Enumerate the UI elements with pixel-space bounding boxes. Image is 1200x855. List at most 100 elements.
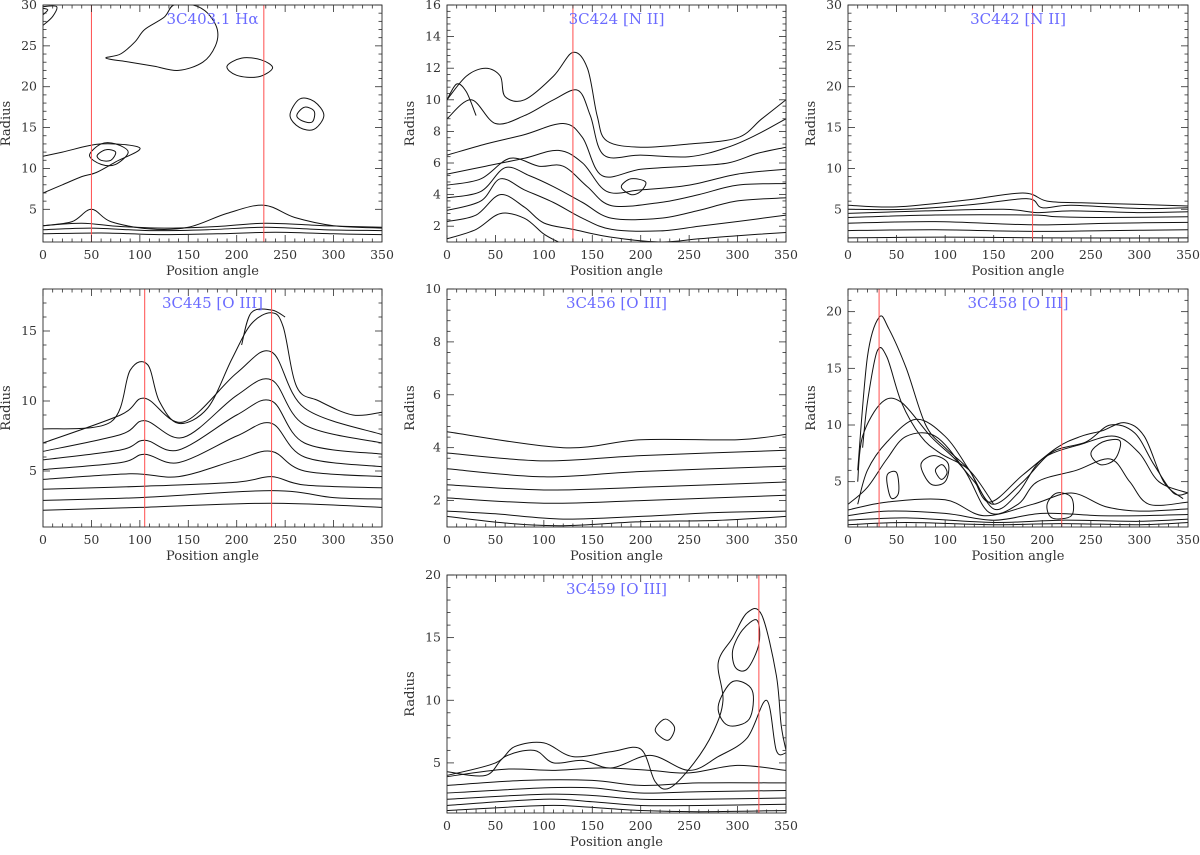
contour-line <box>731 619 761 672</box>
x-tick-label: 50 <box>487 532 503 547</box>
contour-line <box>654 718 676 741</box>
y-tick-label: 15 <box>21 120 37 135</box>
y-tick-label: 20 <box>425 567 441 582</box>
x-tick-label: 0 <box>39 247 47 262</box>
y-tick-label: 20 <box>826 79 842 94</box>
contour-line <box>447 51 786 148</box>
contour-line <box>447 510 786 520</box>
y-tick-label: 15 <box>21 323 37 338</box>
contour-line <box>848 192 1188 208</box>
contour-line <box>447 494 786 504</box>
x-tick-label: 50 <box>83 247 99 262</box>
x-tick-label: 0 <box>443 532 451 547</box>
x-tick-label: 100 <box>532 818 556 833</box>
x-tick-label: 0 <box>39 532 47 547</box>
contour-line <box>43 378 382 452</box>
contour-line <box>43 450 382 480</box>
contour-line <box>447 481 786 491</box>
panel-3c403-1: 0 50 100 150 200 250 300 350 5 10 15 20 25 30 Position… <box>0 0 394 279</box>
x-tick-label: 350 <box>1176 532 1200 547</box>
x-tick-label: 0 <box>443 818 451 833</box>
y-axis-title: Radius <box>804 385 819 430</box>
contour-group <box>848 289 1188 527</box>
contour-group <box>43 5 382 242</box>
contour-line <box>447 515 786 527</box>
contour-line <box>447 465 786 478</box>
y-tick-label: 5 <box>433 755 441 770</box>
y-tick-label: 10 <box>425 692 441 707</box>
y-tick-label: 30 <box>21 0 37 12</box>
x-tick-label: 350 <box>774 532 798 547</box>
panel-3c459: 0 50 100 150 200 250 300 350 5 10 15 20 Position ang… <box>403 567 798 850</box>
y-tick-label: 5 <box>834 201 842 216</box>
y-tick-label: 10 <box>826 160 842 175</box>
x-tick-label: 250 <box>677 532 701 547</box>
x-tick-label: 300 <box>726 247 750 262</box>
x-tick-label: 250 <box>677 818 701 833</box>
contour-line <box>848 492 1188 517</box>
contour-line <box>43 350 382 444</box>
y-tick-label: 10 <box>425 281 441 296</box>
y-tick-label: 15 <box>425 630 441 645</box>
contour-line <box>447 779 786 786</box>
plot-frame <box>42 4 383 243</box>
contour-line <box>43 422 382 471</box>
contour-line <box>620 178 647 196</box>
contour-line <box>289 97 325 131</box>
x-tick-label: 300 <box>1127 532 1151 547</box>
contour-line <box>447 793 786 801</box>
y-tick-label: 10 <box>425 92 441 107</box>
x-tick-label: 50 <box>889 532 905 547</box>
y-tick-label: 25 <box>826 38 842 53</box>
contour-line <box>862 347 995 505</box>
x-axis-title: Position angle <box>166 264 259 279</box>
contour-line <box>848 208 1188 214</box>
x-tick-label: 100 <box>532 532 556 547</box>
contour-line <box>43 7 49 16</box>
y-axis-title: Radius <box>403 385 418 430</box>
contour-line <box>717 680 754 727</box>
x-tick-label: 100 <box>128 247 152 262</box>
panel-3c456: 0 50 100 150 200 250 300 350 2 4 6 8 10 Position angl… <box>403 281 798 564</box>
y-tick-label: 6 <box>433 155 441 170</box>
x-tick-label: 150 <box>580 247 604 262</box>
y-tick-label: 2 <box>433 218 441 233</box>
contour-group <box>447 431 786 527</box>
plot-frame <box>446 574 787 814</box>
contour-line <box>43 143 141 194</box>
y-tick-label: 8 <box>433 334 441 349</box>
y-tick-label: 5 <box>29 201 37 216</box>
y-tick-label: 30 <box>826 0 842 12</box>
y-tick-label: 15 <box>826 360 842 375</box>
contour-line <box>226 57 274 78</box>
x-tick-label: 0 <box>443 247 451 262</box>
panel-3c442: 0 50 100 150 200 250 300 350 5 10 15 20 25 30 Position… <box>804 0 1200 279</box>
contour-line <box>296 106 316 124</box>
x-tick-label: 150 <box>176 247 200 262</box>
x-tick-label: 200 <box>225 247 249 262</box>
x-tick-label: 150 <box>580 532 604 547</box>
x-tick-label: 300 <box>322 532 346 547</box>
x-tick-label: 250 <box>273 247 297 262</box>
contour-line <box>857 397 1188 505</box>
x-tick-label: 100 <box>933 532 957 547</box>
contour-group <box>43 289 382 527</box>
plot-frame <box>847 288 1189 528</box>
x-tick-label: 150 <box>176 532 200 547</box>
y-tick-label: 5 <box>29 463 37 478</box>
x-tick-label: 150 <box>580 818 604 833</box>
contour-line <box>848 521 1188 526</box>
x-tick-label: 350 <box>774 818 798 833</box>
x-tick-label: 0 <box>844 532 852 547</box>
y-tick-label: 20 <box>21 79 37 94</box>
contour-line <box>447 798 786 807</box>
x-tick-label: 100 <box>933 247 957 262</box>
x-tick-label: 300 <box>726 532 750 547</box>
contour-line <box>43 231 382 236</box>
contour-line <box>447 89 786 159</box>
x-tick-label: 100 <box>128 532 152 547</box>
contour-line <box>848 214 1188 219</box>
y-tick-label: 2 <box>433 493 441 508</box>
x-axis-title: Position angle <box>166 549 259 564</box>
x-tick-label: 50 <box>83 532 99 547</box>
